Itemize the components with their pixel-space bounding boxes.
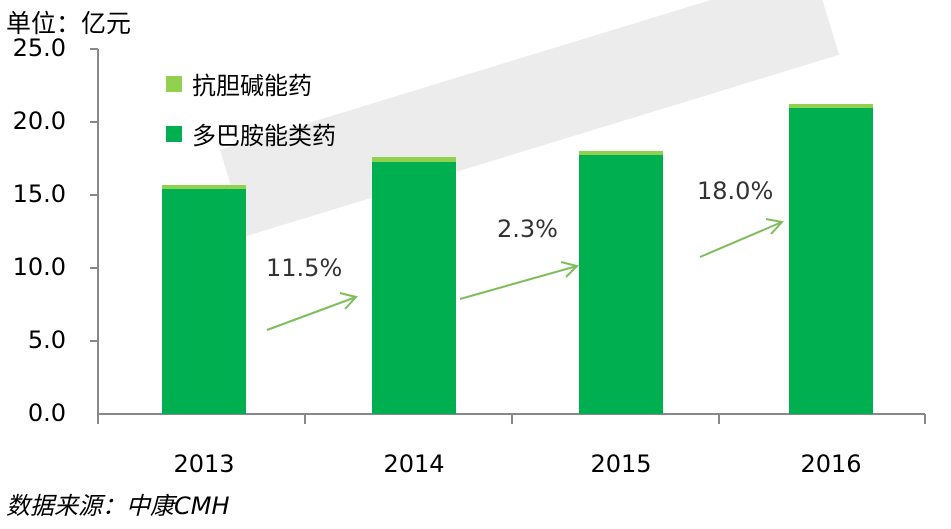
x-tickmark: [511, 414, 513, 424]
growth-label: 11.5%: [266, 254, 343, 282]
x-tickmark: [718, 414, 720, 424]
y-tick: 5.0: [27, 326, 66, 354]
x-label: 2016: [800, 450, 862, 478]
legend-swatch: [166, 75, 182, 92]
y-tickmark: [90, 48, 98, 50]
bar-2015-dopaminergic: [579, 155, 663, 414]
bar-2013-anticholinergic: [162, 185, 246, 189]
unit-label: 单位：亿元: [6, 9, 132, 38]
source-note: 数据来源：中康CMH: [6, 492, 230, 520]
x-tickmark: [97, 414, 99, 424]
legend-swatch: [166, 125, 182, 142]
y-axis: [97, 49, 99, 415]
y-tick: 20.0: [12, 107, 66, 135]
bar-2015-anticholinergic: [579, 151, 663, 155]
y-tick: 25.0: [12, 34, 66, 62]
bar-2014-anticholinergic: [372, 157, 456, 162]
legend-item-dopaminergic: 多巴胺能类药: [166, 116, 336, 151]
y-tickmark: [90, 194, 98, 196]
y-tickmark: [90, 267, 98, 269]
y-tick: 0.0: [27, 399, 66, 427]
y-tickmark: [90, 340, 98, 342]
growth-label: 2.3%: [497, 215, 558, 243]
growth-label: 18.0%: [697, 177, 774, 205]
y-tick: 15.0: [12, 180, 66, 208]
x-tickmark: [304, 414, 306, 424]
x-tickmark: [924, 414, 926, 424]
x-label: 2015: [590, 450, 652, 478]
y-tickmark: [90, 121, 98, 123]
bar-2013-dopaminergic: [162, 189, 246, 414]
x-label: 2013: [173, 450, 235, 478]
legend-item-anticholinergic: 抗胆碱能药: [166, 66, 312, 101]
x-label: 2014: [383, 450, 445, 478]
y-tick: 10.0: [12, 253, 66, 281]
bar-2014-dopaminergic: [372, 162, 456, 414]
bar-2016-dopaminergic: [789, 108, 873, 414]
bar-2016-anticholinergic: [789, 104, 873, 108]
